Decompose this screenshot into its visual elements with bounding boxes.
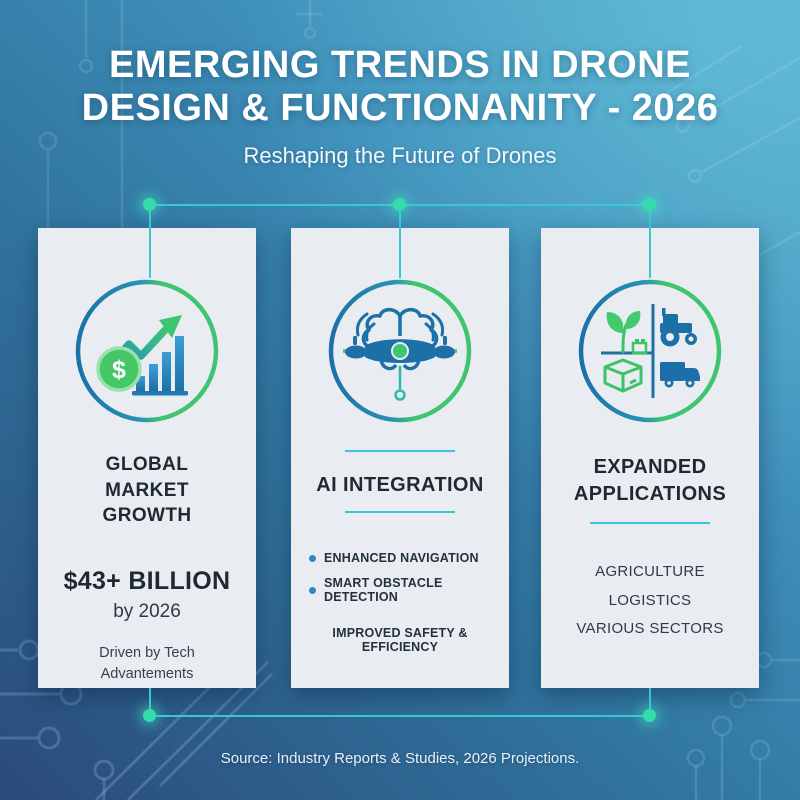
agriculture-logistics-icon <box>577 278 723 424</box>
card1-stat-caption: by 2026 <box>113 600 181 622</box>
list-item: ENHANCED NAVIGATION <box>309 551 499 565</box>
card3-item-logistics: LOGISTICS <box>608 591 692 609</box>
title-line-1: EMERGING TRENDS IN DRONE <box>108 44 692 86</box>
card2-bullet2-label: SMART OBSTACLE DETECTION <box>324 576 443 604</box>
card1-heading-line3: GROWTH <box>102 505 192 527</box>
bullet-dot-icon <box>309 586 316 594</box>
card1-heading: GLOBAL MARKET GROWTH <box>103 452 192 529</box>
card1-stat-value: $43+ BILLION <box>63 566 231 595</box>
source-attribution: Source: Industry Reports & Studies, 2026… <box>220 750 580 767</box>
card3-item-various-sectors: VARIOUS SECTORS <box>576 620 724 637</box>
card2-bullet-list: ENHANCED NAVIGATION SMART OBSTACLE DETEC… <box>301 551 499 604</box>
ai-brain-drone-icon <box>327 278 473 424</box>
card2-heading: AI INTEGRATION <box>316 474 484 496</box>
connector-stub-bottom-left <box>149 688 151 716</box>
title-line-2: DESIGN & FUNCTIONANITY - 2026 <box>81 86 719 129</box>
card3-heading: EXPANDED APPLICATIONS <box>574 454 726 508</box>
page-title: EMERGING TRENDS IN DRONE DESIGN & FUNCTI… <box>0 44 800 129</box>
card3-divider <box>590 522 710 524</box>
card2-divider-top <box>345 450 455 452</box>
connector-node-bottom-right <box>643 709 656 722</box>
list-item: SMART OBSTACLE DETECTION <box>309 576 499 604</box>
connector-node-bottom-left <box>143 709 156 722</box>
card-ai-integration: AI INTEGRATION ENHANCED NAVIGATION SMART… <box>291 228 509 688</box>
card2-bullet1-label: ENHANCED NAVIGATION <box>324 551 479 565</box>
connector-stub-top-left <box>149 204 151 278</box>
card3-item-list: AGRICULTURE LOGISTICS VARIOUS SECTORS <box>576 558 723 644</box>
card3-item-agriculture: AGRICULTURE <box>595 563 705 580</box>
connector-stub-bottom-right <box>649 688 651 716</box>
card-expanded-applications: EXPANDED APPLICATIONS AGRICULTURE LOGIST… <box>541 228 759 688</box>
card2-divider-bottom <box>345 511 455 513</box>
card3-heading-line2: APPLICATIONS <box>573 483 727 505</box>
card1-heading-line2: MARKET <box>105 479 189 501</box>
connector-node-top-right <box>643 198 656 211</box>
page-subtitle: Reshaping the Future of Drones <box>243 143 557 169</box>
bullet-dot-icon <box>309 554 316 562</box>
card1-note: Driven by Tech Advantements <box>99 643 195 685</box>
card-global-market-growth: $ GLOBAL MARKET GROWTH $43+ BILLION by 2… <box>38 228 256 688</box>
dollar-sign-glyph: $ <box>112 356 126 384</box>
card1-heading-line1: GLOBAL <box>105 454 189 475</box>
growth-chart-dollar-icon: $ <box>74 278 220 424</box>
card2-footer-text: IMPROVED SAFETY & EFFICIENCY <box>332 626 468 654</box>
connector-node-top-left <box>143 198 156 211</box>
connector-stub-top-middle <box>399 204 401 278</box>
header: EMERGING TRENDS IN DRONE DESIGN & FUNCTI… <box>0 44 800 169</box>
connector-node-top-middle <box>393 198 406 211</box>
card1-note-line1: Driven by Tech <box>99 644 195 661</box>
connector-stub-top-right <box>649 204 651 278</box>
card1-note-line2: Advantements <box>100 665 194 682</box>
card3-heading-line1: EXPANDED <box>593 456 707 478</box>
connector-rail-bottom <box>150 715 650 717</box>
